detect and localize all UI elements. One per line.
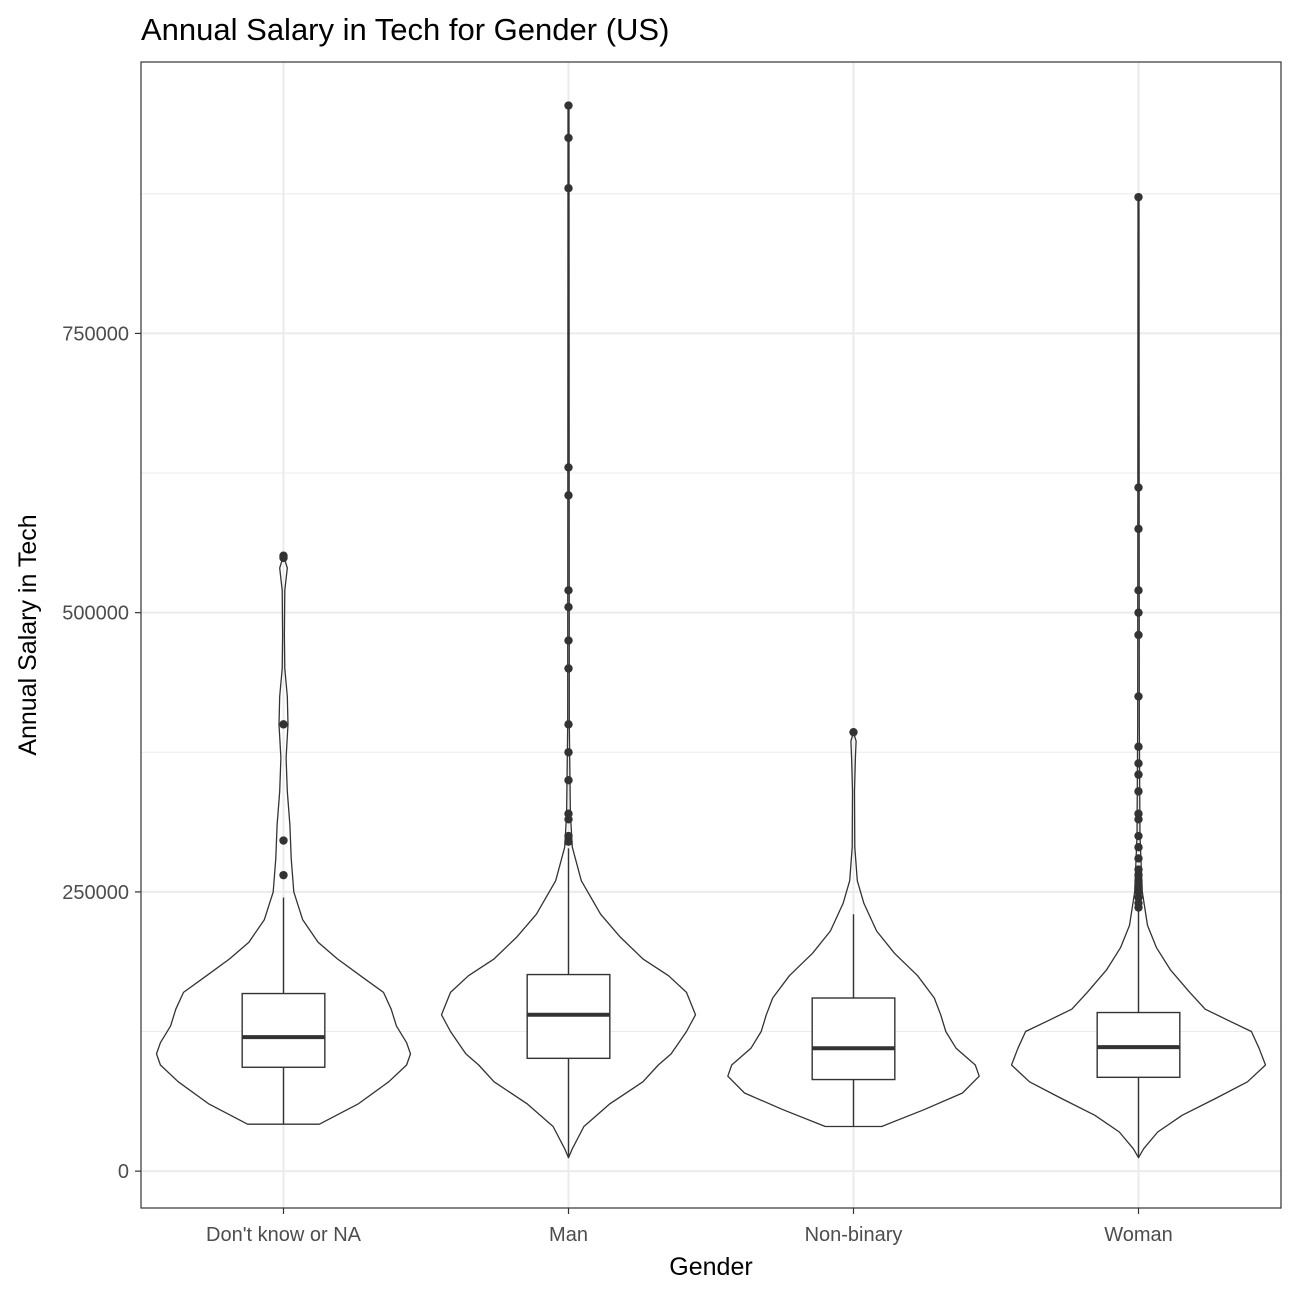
outlier-point [1134, 831, 1143, 841]
plot-marks [155, 101, 1267, 1159]
violin-group [155, 551, 412, 1125]
violin-group [440, 101, 697, 1159]
x-tick-label: Man [549, 1224, 588, 1246]
outlier-point [279, 551, 288, 560]
axes: 0 250000 500000 750000 Don't know or NA Man No… [62, 323, 1173, 1246]
outlier-point [1134, 770, 1143, 779]
box [1096, 1011, 1181, 1079]
outlier-point [1134, 809, 1143, 818]
outlier-point [1134, 630, 1143, 640]
outlier-point [564, 133, 573, 143]
outlier-point [1134, 483, 1143, 492]
outlier-point [1134, 759, 1143, 768]
x-tick-label: Non-binary [805, 1224, 903, 1246]
outlier-point [564, 776, 573, 785]
violin-outline [155, 555, 412, 1125]
chart-title: Annual Salary in Tech for Gender (US) [141, 12, 669, 47]
outlier-point [564, 636, 573, 645]
x-tick-label: Woman [1104, 1224, 1173, 1246]
outlier-point [1134, 192, 1143, 202]
outlier-point [1134, 865, 1143, 874]
outlier-point [279, 720, 288, 729]
y-axis-title: Annual Salary in Tech [14, 514, 42, 755]
box [811, 997, 896, 1081]
outlier-point [564, 463, 573, 472]
panel-border [140, 61, 1282, 1209]
x-axis-title: Gender [669, 1253, 752, 1281]
outlier-point [1134, 843, 1143, 852]
outlier-point [564, 831, 573, 841]
outlier-point [1134, 586, 1143, 595]
x-tick-label: Don't know or NA [206, 1224, 362, 1246]
outlier-point [564, 586, 573, 595]
outlier-point [564, 101, 573, 110]
outlier-point [1134, 854, 1143, 863]
box [241, 992, 326, 1068]
y-tick-label: 500000 [62, 603, 129, 625]
y-tick-label: 0 [118, 1161, 129, 1183]
violin-group [727, 727, 980, 1128]
outlier-point [1134, 608, 1143, 617]
outlier-point [1134, 787, 1143, 796]
outlier-point [279, 836, 288, 845]
outlier-point [564, 748, 573, 757]
outlier-point [564, 664, 573, 673]
outlier-point [849, 727, 858, 737]
outlier-point [564, 720, 573, 729]
outlier-point [564, 602, 573, 612]
outlier-point [279, 870, 288, 880]
outlier-point [564, 184, 573, 193]
y-tick-label: 750000 [62, 323, 129, 345]
violin-group [1010, 192, 1267, 1159]
outlier-point [1134, 692, 1143, 701]
outlier-point [564, 809, 573, 818]
outlier-point [1134, 742, 1143, 751]
y-tick-label: 250000 [62, 882, 129, 904]
outlier-point [564, 491, 573, 500]
violin-outline [727, 731, 980, 1128]
outlier-point [1134, 524, 1143, 534]
